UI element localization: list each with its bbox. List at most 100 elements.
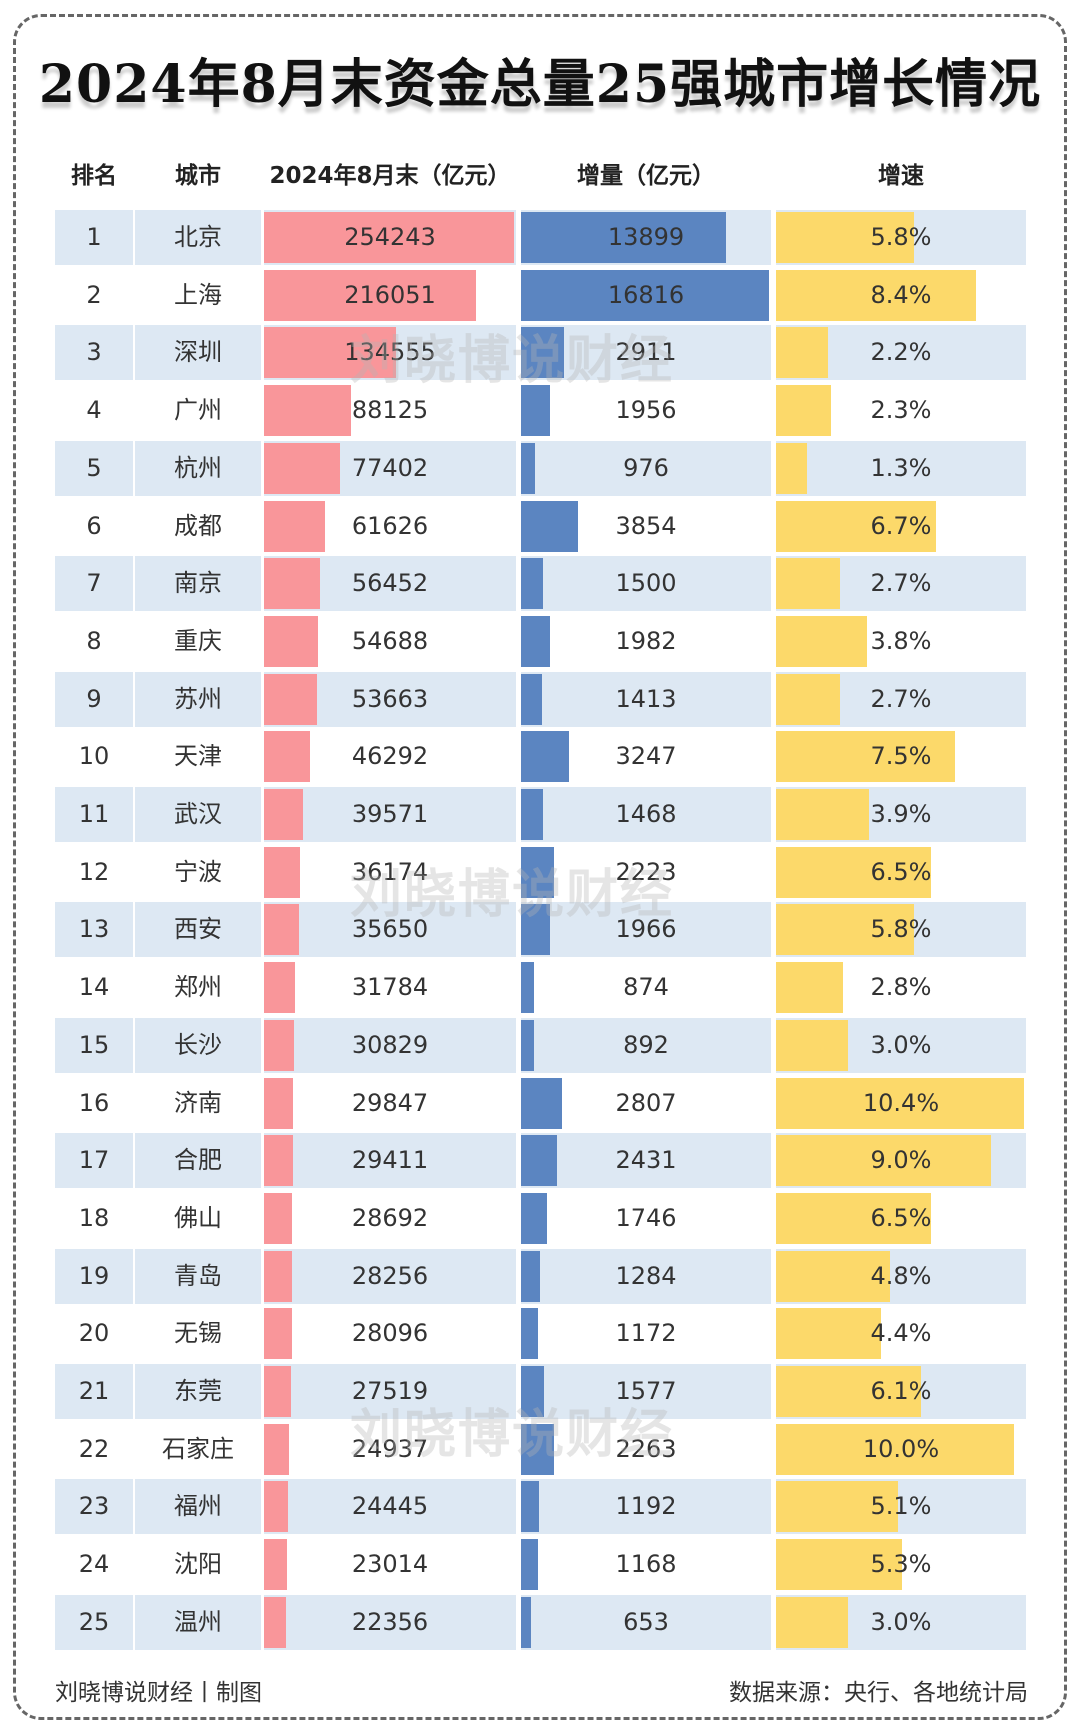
table-row: 9 苏州 53663 1413 2.7%: [55, 671, 1027, 727]
total-bar: [264, 442, 341, 494]
increase-cell: 1966: [521, 902, 771, 958]
increase-bar: [521, 1596, 531, 1648]
increase-bar: [521, 442, 536, 494]
city-cell: 天津: [174, 742, 222, 771]
increase-cell: 653: [521, 1594, 771, 1650]
header-total: 2024年8月末（亿元）: [269, 163, 511, 189]
growth-cell: 3.0%: [776, 1594, 1026, 1650]
increase-label: 2263: [615, 1434, 677, 1463]
city-cell: 青岛: [135, 1248, 261, 1304]
total-bar: [264, 1423, 289, 1475]
growth-cell: 10.4%: [776, 1076, 1026, 1131]
rank-cell: 10: [78, 742, 110, 771]
increase-cell: 2223: [521, 845, 771, 900]
city-cell: 北京: [135, 210, 261, 265]
growth-cell: 5.1%: [776, 1479, 1026, 1535]
total-bar: [264, 1250, 292, 1302]
total-label: 134555: [344, 338, 436, 367]
increase-label: 1966: [615, 915, 677, 944]
table-row: 2 上海 216051 16816 8.4%: [55, 268, 1027, 323]
growth-bar: [776, 1366, 922, 1417]
increase-label: 1982: [615, 626, 677, 655]
city-cell: 佛山: [174, 1203, 222, 1232]
growth-bar: [776, 904, 915, 956]
increase-cell: 1746: [521, 1191, 771, 1246]
growth-cell: 5.3%: [776, 1537, 1026, 1592]
footer-credit: 刘晓博说财经丨制图: [55, 1680, 262, 1706]
increase-label: 3854: [615, 511, 677, 540]
total-bar: [264, 1308, 292, 1360]
total-bar: [264, 1366, 292, 1417]
increase-cell: 16816: [521, 268, 771, 323]
total-cell: 46292: [264, 729, 516, 784]
increase-label: 892: [623, 1030, 669, 1059]
total-label: 24445: [351, 1492, 429, 1521]
growth-cell: 6.1%: [776, 1364, 1026, 1419]
city-cell: 长沙: [135, 1017, 261, 1073]
growth-cell: 4.4%: [776, 1306, 1026, 1361]
increase-bar: [521, 1308, 539, 1360]
total-bar: [264, 385, 351, 437]
total-cell: 28096: [264, 1306, 516, 1361]
rank-cell: 24: [78, 1550, 110, 1579]
total-cell: 27519: [264, 1364, 516, 1419]
growth-bar: [776, 500, 936, 552]
total-cell: 53663: [264, 671, 516, 727]
growth-label: 6.5%: [870, 1203, 932, 1232]
rank-cell: 21: [55, 1364, 133, 1419]
total-bar: [264, 500, 325, 552]
table-row: 11 武汉 39571 1468 3.9%: [55, 787, 1027, 842]
increase-cell: 1577: [521, 1364, 771, 1419]
watermark: 刘晓博说财经: [350, 1405, 675, 1465]
city-cell: 苏州: [135, 671, 261, 727]
increase-cell: 2911: [521, 325, 771, 381]
table-row: 3 深圳 134555 2911 2.2%: [55, 325, 1027, 381]
table-row: 21 东莞 27519 1577 6.1%: [55, 1364, 1027, 1419]
total-cell: 77402: [264, 440, 516, 496]
total-label: 36174: [351, 857, 429, 886]
total-cell: 54688: [264, 614, 516, 669]
total-cell: 24445: [264, 1479, 516, 1535]
increase-cell: 13899: [521, 210, 771, 265]
rank-cell: 6: [86, 511, 102, 540]
increase-label: 1577: [615, 1377, 677, 1405]
growth-cell: 2.3%: [776, 383, 1026, 438]
watermark: 刘晓博说财经: [350, 865, 675, 925]
growth-label: 8.4%: [870, 280, 932, 309]
table-row: 8 重庆 54688 1982 3.8%: [55, 614, 1027, 669]
increase-cell: 2263: [521, 1422, 771, 1477]
increase-label: 1468: [615, 800, 677, 828]
growth-label: 1.3%: [870, 453, 932, 482]
rank-cell: 25: [55, 1594, 133, 1650]
growth-label: 5.1%: [870, 1492, 932, 1521]
growth-cell: 1.3%: [776, 440, 1026, 496]
increase-label: 874: [623, 973, 669, 1002]
city-cell: 杭州: [135, 440, 261, 496]
growth-label: 2.3%: [870, 396, 932, 425]
increase-bar: [521, 615, 551, 667]
table-row: 15 长沙 30829 892 3.0%: [55, 1017, 1027, 1073]
total-cell: 29411: [264, 1133, 516, 1189]
total-label: 254243: [344, 223, 436, 251]
table-row: 24 沈阳 23014 1168 5.3%: [55, 1537, 1027, 1592]
rank-cell: 11: [55, 787, 133, 842]
watermark: 刘晓博说财经: [350, 331, 675, 391]
total-label: 56452: [351, 569, 429, 598]
total-bar: [264, 1135, 293, 1187]
increase-bar: [521, 385, 550, 437]
footer-source: 数据来源：央行、各地统计局: [729, 1680, 1028, 1706]
growth-bar: [776, 1596, 848, 1648]
growth-cell: 9.0%: [776, 1133, 1026, 1189]
increase-cell: 2807: [521, 1076, 771, 1131]
city-cell: 成都: [174, 511, 222, 540]
total-cell: 134555: [264, 325, 516, 381]
total-label: 53663: [351, 684, 429, 713]
total-label: 27519: [351, 1377, 429, 1405]
rank-cell: 19: [55, 1248, 133, 1304]
total-cell: 31784: [264, 960, 516, 1015]
total-label: 88125: [351, 396, 429, 425]
increase-bar: [521, 1192, 547, 1244]
table-row: 16 济南 29847 2807 10.4%: [55, 1076, 1027, 1131]
total-bar: [264, 615, 318, 667]
city-cell: 深圳: [135, 325, 261, 381]
